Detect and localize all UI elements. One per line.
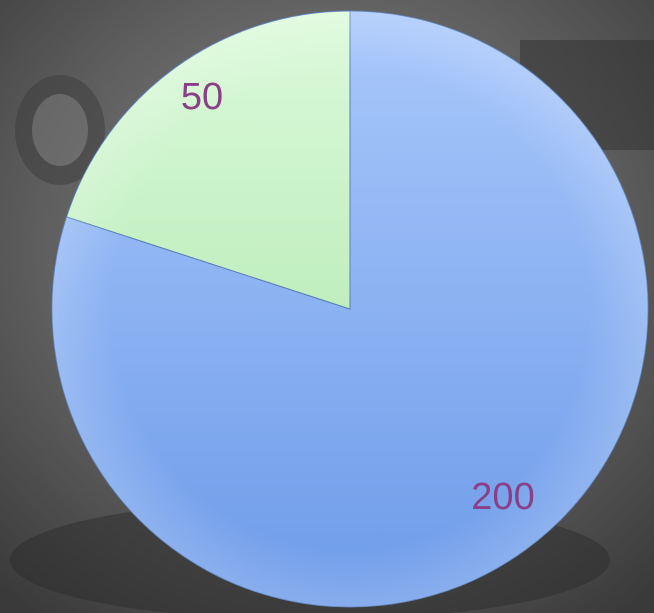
data-label-0: 200 (471, 476, 534, 518)
pie-edge-highlight (52, 11, 648, 607)
data-label-1: 50 (181, 76, 223, 118)
